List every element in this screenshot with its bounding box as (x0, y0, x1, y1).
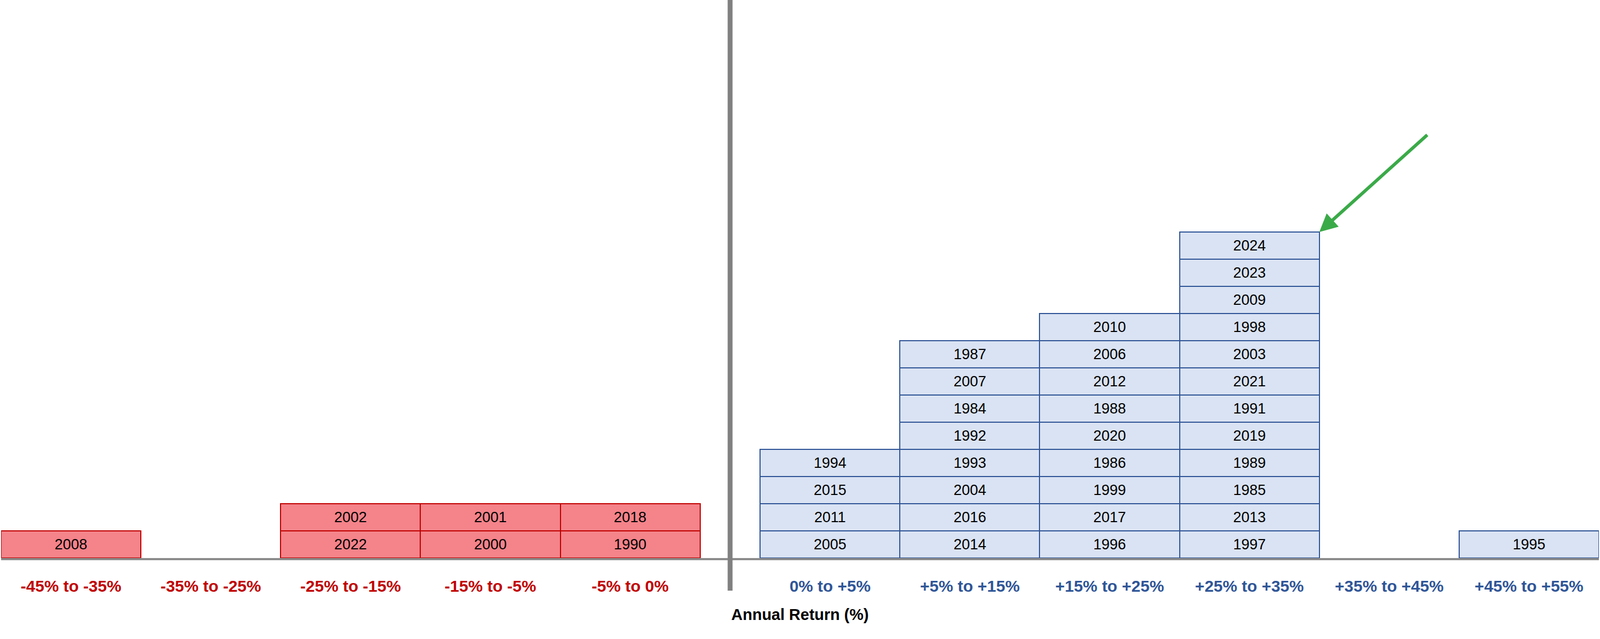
svg-text:Annual Return (%): Annual Return (%) (731, 606, 869, 624)
svg-text:2019: 2019 (1233, 427, 1266, 445)
svg-text:-15% to -5%: -15% to -5% (444, 577, 537, 596)
svg-text:1990: 1990 (613, 536, 647, 553)
svg-text:2009: 2009 (1233, 291, 1266, 309)
svg-text:2005: 2005 (813, 536, 847, 553)
svg-text:1996: 1996 (1093, 536, 1126, 553)
svg-text:+5% to +15%: +5% to +15% (919, 577, 1020, 596)
svg-text:2001: 2001 (474, 509, 507, 526)
svg-text:2011: 2011 (814, 509, 846, 526)
svg-text:0% to +5%: 0% to +5% (789, 577, 871, 596)
svg-text:2018: 2018 (613, 509, 647, 526)
svg-text:2024: 2024 (1233, 237, 1266, 254)
svg-text:1991: 1991 (1233, 400, 1266, 417)
svg-text:2023: 2023 (1233, 264, 1266, 282)
svg-text:-5% to 0%: -5% to 0% (591, 577, 669, 596)
svg-text:1986: 1986 (1093, 455, 1126, 472)
svg-text:2020: 2020 (1093, 427, 1126, 445)
svg-text:-45% to -35%: -45% to -35% (20, 577, 122, 596)
svg-text:2008: 2008 (54, 536, 88, 553)
svg-text:1997: 1997 (1233, 536, 1266, 553)
svg-text:2012: 2012 (1093, 373, 1126, 390)
svg-text:1998: 1998 (1233, 319, 1266, 336)
svg-text:2004: 2004 (953, 482, 987, 499)
svg-text:+15% to +25%: +15% to +25% (1055, 577, 1164, 596)
svg-text:2003: 2003 (1233, 346, 1266, 363)
svg-text:2002: 2002 (334, 509, 367, 526)
svg-text:2017: 2017 (1093, 509, 1126, 526)
svg-text:1984: 1984 (953, 400, 987, 417)
svg-text:1987: 1987 (953, 346, 987, 363)
svg-text:2016: 2016 (953, 509, 987, 526)
svg-text:2015: 2015 (813, 482, 847, 499)
svg-text:1985: 1985 (1233, 482, 1266, 499)
svg-text:2010: 2010 (1093, 319, 1126, 336)
svg-text:1989: 1989 (1233, 455, 1266, 472)
svg-text:2007: 2007 (953, 373, 987, 390)
svg-text:1999: 1999 (1093, 482, 1126, 499)
svg-text:-25% to -15%: -25% to -15% (300, 577, 401, 596)
svg-text:+25% to +35%: +25% to +35% (1194, 577, 1304, 596)
svg-text:1988: 1988 (1093, 400, 1126, 417)
svg-text:2013: 2013 (1233, 509, 1266, 526)
svg-text:2000: 2000 (474, 536, 507, 553)
svg-text:1995: 1995 (1512, 536, 1546, 553)
svg-text:2022: 2022 (334, 536, 367, 553)
svg-text:1994: 1994 (813, 455, 847, 472)
svg-text:1993: 1993 (953, 455, 987, 472)
svg-text:2021: 2021 (1233, 373, 1266, 390)
svg-text:-35% to -25%: -35% to -25% (160, 577, 261, 596)
svg-text:1992: 1992 (953, 427, 987, 445)
svg-text:+45% to +55%: +45% to +55% (1474, 577, 1584, 596)
svg-text:2006: 2006 (1093, 346, 1126, 363)
svg-text:+35% to +45%: +35% to +45% (1334, 577, 1444, 596)
svg-text:2014: 2014 (953, 536, 987, 553)
